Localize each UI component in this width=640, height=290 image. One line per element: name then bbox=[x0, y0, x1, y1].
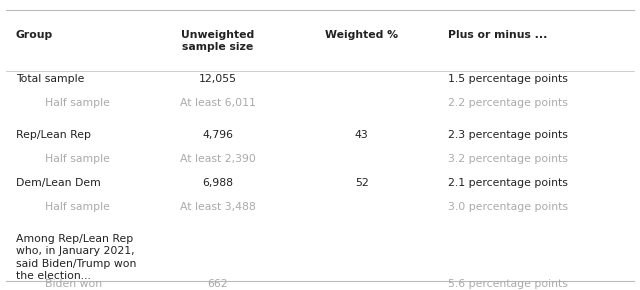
Text: 2.3 percentage points: 2.3 percentage points bbox=[448, 130, 568, 140]
Text: Plus or minus ...: Plus or minus ... bbox=[448, 30, 547, 40]
Text: 43: 43 bbox=[355, 130, 369, 140]
Text: Half sample: Half sample bbox=[45, 98, 109, 108]
Text: Weighted %: Weighted % bbox=[325, 30, 398, 40]
Text: Biden won: Biden won bbox=[45, 279, 102, 289]
Text: Total sample: Total sample bbox=[16, 74, 84, 84]
Text: Half sample: Half sample bbox=[45, 202, 109, 211]
Text: Half sample: Half sample bbox=[45, 154, 109, 164]
Text: Unweighted
sample size: Unweighted sample size bbox=[181, 30, 254, 52]
Text: 5.6 percentage points: 5.6 percentage points bbox=[448, 279, 568, 289]
Text: 1.5 percentage points: 1.5 percentage points bbox=[448, 74, 568, 84]
Text: 4,796: 4,796 bbox=[202, 130, 233, 140]
Text: 6,988: 6,988 bbox=[202, 178, 233, 188]
Text: 52: 52 bbox=[355, 178, 369, 188]
Text: At least 6,011: At least 6,011 bbox=[180, 98, 255, 108]
Text: 3.0 percentage points: 3.0 percentage points bbox=[448, 202, 568, 211]
Text: Dem/Lean Dem: Dem/Lean Dem bbox=[16, 178, 100, 188]
Text: 3.2 percentage points: 3.2 percentage points bbox=[448, 154, 568, 164]
Text: Rep/Lean Rep: Rep/Lean Rep bbox=[16, 130, 91, 140]
Text: 12,055: 12,055 bbox=[198, 74, 237, 84]
Text: At least 2,390: At least 2,390 bbox=[180, 154, 255, 164]
Text: Group: Group bbox=[16, 30, 53, 40]
Text: 2.1 percentage points: 2.1 percentage points bbox=[448, 178, 568, 188]
Text: 662: 662 bbox=[207, 279, 228, 289]
Text: Among Rep/Lean Rep
who, in January 2021,
said Biden/Trump won
the election...: Among Rep/Lean Rep who, in January 2021,… bbox=[16, 234, 136, 281]
Text: At least 3,488: At least 3,488 bbox=[180, 202, 255, 211]
Text: 2.2 percentage points: 2.2 percentage points bbox=[448, 98, 568, 108]
